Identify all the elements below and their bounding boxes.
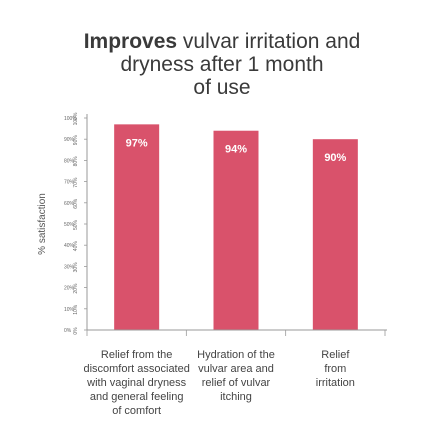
bar (312, 139, 358, 330)
x-category-label-line: and general feeling (90, 391, 184, 403)
x-category-label-line: Relief (321, 349, 350, 361)
bar (213, 130, 259, 330)
x-category-label-line: Relief from the (101, 349, 173, 361)
x-category-label: Relief from the discomfort associated with… (83, 349, 189, 417)
bar-value-label: 97% (126, 137, 148, 149)
y-tick-label-rotated: 10% (73, 304, 79, 315)
y-tick-label-rotated: 70% (73, 177, 79, 188)
bars: 97% 94% 90% (114, 124, 358, 330)
y-tick-label-rotated: 40% (73, 241, 79, 252)
x-category-label-line: discomfort associated (83, 363, 189, 375)
y-tick-label-rotated: 60% (73, 198, 79, 209)
x-category-label-line: vulvar area and (198, 363, 274, 375)
y-axis-label: % satisfaction (37, 193, 48, 255)
x-axis: Relief from the discomfort associated with… (83, 329, 387, 417)
y-tick-label: 30% (64, 264, 75, 270)
y-tick-label: 90% (64, 137, 75, 143)
title-emphasis: Improves (84, 30, 177, 53)
title-line-2: dryness after 1 month (120, 53, 323, 76)
x-category-label-line: from (324, 363, 346, 375)
y-tick-label-rotated: 80% (73, 156, 79, 167)
title-line-3: of use (193, 76, 250, 99)
x-category-label-line: irritation (316, 377, 355, 389)
x-category-label: Hydration of the vulvar area and relief of… (197, 349, 275, 403)
y-tick-label-rotated: 20% (73, 283, 79, 294)
y-axis: 0% 0% 10%10% 20%20% 30%30% 40%40% 50%50% 60%60%… (37, 112, 88, 335)
y-tick-label: 0% (64, 328, 72, 334)
y-tick-label-rotated: 50% (73, 219, 79, 230)
bar-value-label: 94% (225, 144, 247, 156)
title-line-1: Improves vulvar irritation and (84, 30, 361, 53)
x-category-label-line: itching (220, 391, 252, 403)
x-category-label-line: of comfort (112, 405, 161, 417)
y-tick-label: 70% (64, 180, 75, 186)
y-tick-label-rotated: 90% (73, 135, 79, 146)
y-tick-label-rotated: 30% (73, 262, 79, 273)
x-category-label: Relief from irritation (316, 349, 355, 389)
bar (114, 124, 160, 330)
y-tick-label: 10% (64, 307, 75, 313)
y-tick-label: 40% (64, 243, 75, 249)
x-category-label-line: with vaginal dryness (86, 377, 187, 389)
y-tick-label: 20% (64, 286, 75, 292)
y-tick-label-rotated: 100% (73, 112, 79, 125)
y-tick-label: 80% (64, 158, 75, 164)
bar-value-label: 90% (324, 152, 346, 164)
y-tick-label: 60% (64, 201, 75, 207)
title-rest: vulvar irritation and (177, 30, 360, 53)
x-category-label-line: Hydration of the (197, 349, 275, 361)
x-category-label-line: relief of vulvar (202, 377, 271, 389)
y-tick-label-rotated: 0% (73, 327, 79, 335)
y-tick-label: 100% (64, 116, 77, 122)
y-tick-label: 50% (64, 222, 75, 228)
